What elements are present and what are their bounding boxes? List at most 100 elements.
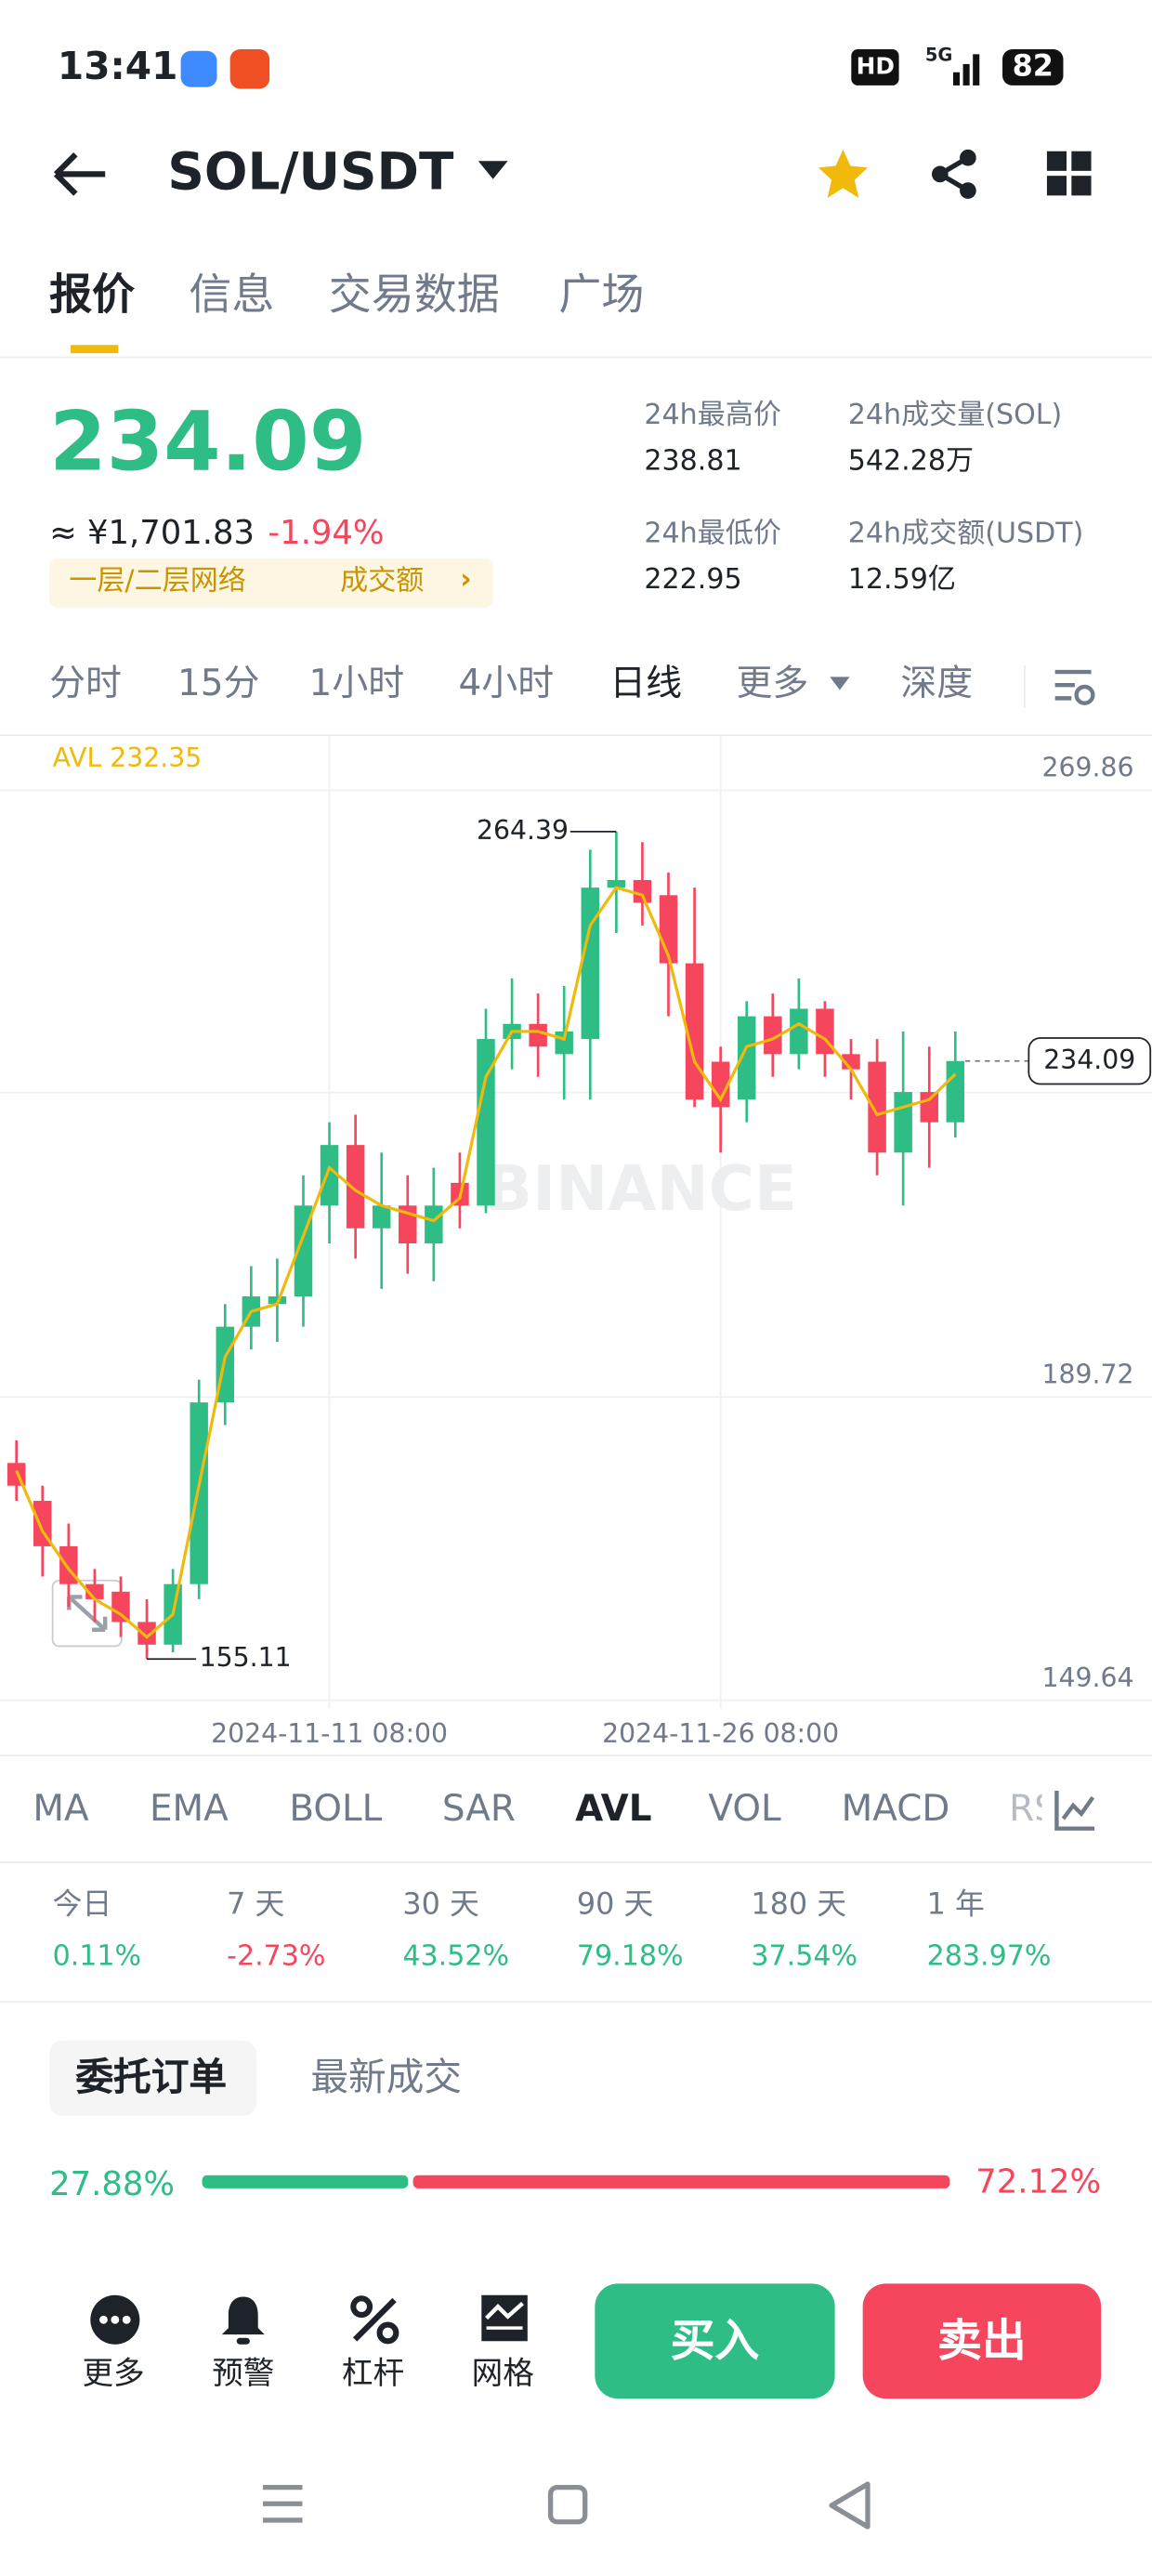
candle-body: [868, 1061, 886, 1153]
y-tick-label: 149.64: [1042, 1663, 1134, 1693]
candle-body: [790, 1008, 808, 1055]
stat-label: 24h最低价: [644, 517, 781, 551]
sell-label[interactable]: 卖出: [937, 2316, 1027, 2368]
action-label[interactable]: 预警: [212, 2356, 275, 2393]
hd: HD: [851, 49, 900, 85]
leverage-icon[interactable]: [348, 2293, 401, 2346]
buy-label[interactable]: 买入: [670, 2316, 760, 2368]
indicator[interactable]: BOLL: [289, 1789, 383, 1831]
candle-body: [581, 887, 600, 1040]
tag-link[interactable]: 成交额: [340, 565, 425, 598]
interval[interactable]: 分时: [49, 664, 122, 705]
change: -1.94%: [268, 512, 385, 553]
more-icon[interactable]: [87, 2293, 143, 2346]
divider: [0, 2001, 1152, 2004]
candle-body: [685, 963, 704, 1100]
candle-body: [920, 1092, 938, 1123]
candlestick-chart: BINANCE AVL 232.35 149.64 189.72 269.86 202…: [0, 736, 1152, 1749]
divider: [0, 734, 1152, 737]
candle-body: [346, 1145, 365, 1229]
buy-bar: [202, 2175, 409, 2188]
back-key[interactable]: [829, 2481, 871, 2530]
alert-icon[interactable]: [218, 2293, 268, 2346]
period-change: 0.11%: [52, 1939, 142, 1974]
tab[interactable]: 广场: [558, 270, 645, 321]
avl-name: AVL: [53, 743, 102, 773]
share[interactable]: [927, 146, 983, 202]
divider: [0, 356, 1152, 359]
candle-body: [111, 1591, 130, 1623]
time: 13:41: [57, 46, 178, 89]
avl-value: 232.35: [110, 743, 202, 773]
indicator[interactable]: AVL: [575, 1789, 652, 1831]
period-label: 1 年: [926, 1887, 985, 1923]
pair[interactable]: SOL/USDT: [167, 142, 454, 203]
stat-value: 542.28万: [847, 445, 975, 479]
grid-menu[interactable]: [1046, 151, 1093, 198]
indicator[interactable]: VOL: [708, 1789, 781, 1831]
order-tab-bg: [49, 2040, 256, 2117]
candle-body: [477, 1039, 495, 1206]
interval[interactable]: 1小时: [308, 664, 405, 705]
period-change: 79.18%: [576, 1939, 684, 1974]
home-key[interactable]: [547, 2484, 588, 2525]
candle-body: [607, 879, 626, 888]
caret: [830, 677, 850, 690]
caret[interactable]: [477, 159, 509, 182]
stat-value: 238.81: [644, 445, 742, 479]
candle-body: [894, 1092, 912, 1153]
interval[interactable]: 日线: [609, 664, 683, 705]
star[interactable]: [815, 146, 871, 202]
sell-button[interactable]: [862, 2283, 1102, 2399]
avl-legend: AVL 232.35: [53, 743, 203, 773]
order-tab[interactable]: 最新成交: [310, 2057, 463, 2100]
candle-body: [137, 1622, 156, 1645]
interval[interactable]: 15分: [177, 664, 260, 705]
indicator-settings[interactable]: [1052, 1787, 1098, 1833]
indicator[interactable]: MA: [33, 1789, 89, 1831]
back[interactable]: [49, 148, 115, 201]
tag[interactable]: 一层/二层网络: [69, 565, 246, 598]
chart-settings[interactable]: [1052, 665, 1098, 708]
stat-label: 24h成交额(USDT): [847, 517, 1084, 551]
action-label[interactable]: 杠杆: [341, 2356, 405, 2393]
period-label: 180 天: [751, 1887, 847, 1923]
interval[interactable]: 深度: [900, 664, 974, 705]
indicator[interactable]: EMA: [149, 1789, 229, 1831]
indicator[interactable]: RSI: [1009, 1789, 1041, 1831]
tab[interactable]: 报价: [49, 270, 136, 321]
app-icon: [180, 50, 217, 87]
tag-box[interactable]: [49, 559, 493, 609]
tab[interactable]: 信息: [189, 270, 275, 321]
tab-indicator: [71, 345, 119, 354]
indicator[interactable]: SAR: [441, 1789, 516, 1831]
interval[interactable]: 更多: [736, 664, 809, 705]
tab[interactable]: 交易数据: [328, 270, 500, 321]
high-label: 264.39: [477, 815, 569, 846]
signal: [952, 54, 980, 85]
x-tick-label: 2024-11-26 08:00: [602, 1718, 839, 1749]
watermark: BINANCE: [485, 1152, 797, 1225]
order-tab[interactable]: 委托订单: [75, 2057, 228, 2100]
buy-button[interactable]: [595, 2283, 835, 2399]
stat-label: 24h成交量(SOL): [847, 399, 1063, 432]
period-change: -2.73%: [227, 1939, 326, 1974]
indicator[interactable]: MACD: [841, 1789, 950, 1831]
app-icon: [229, 49, 270, 89]
candle-body: [320, 1145, 339, 1206]
interval[interactable]: 4小时: [458, 664, 555, 705]
y-tick-label: 269.86: [1042, 752, 1134, 782]
action-label[interactable]: 网格: [471, 2356, 534, 2393]
ratio-bar: 72.12%: [202, 2163, 1101, 2201]
grid-icon[interactable]: [480, 2293, 530, 2343]
y-tick-label: 189.72: [1042, 1359, 1134, 1389]
last-price: 234.09: [49, 394, 367, 490]
candle-body: [190, 1402, 208, 1584]
stat-value: 222.95: [644, 563, 742, 597]
menu-key[interactable]: [263, 2484, 303, 2523]
indicator-bar: MA EMA BOLL SAR AVL VOL MACD RSI: [0, 1782, 1041, 1842]
action-label[interactable]: 更多: [82, 2356, 145, 2393]
candle-body: [425, 1205, 443, 1244]
